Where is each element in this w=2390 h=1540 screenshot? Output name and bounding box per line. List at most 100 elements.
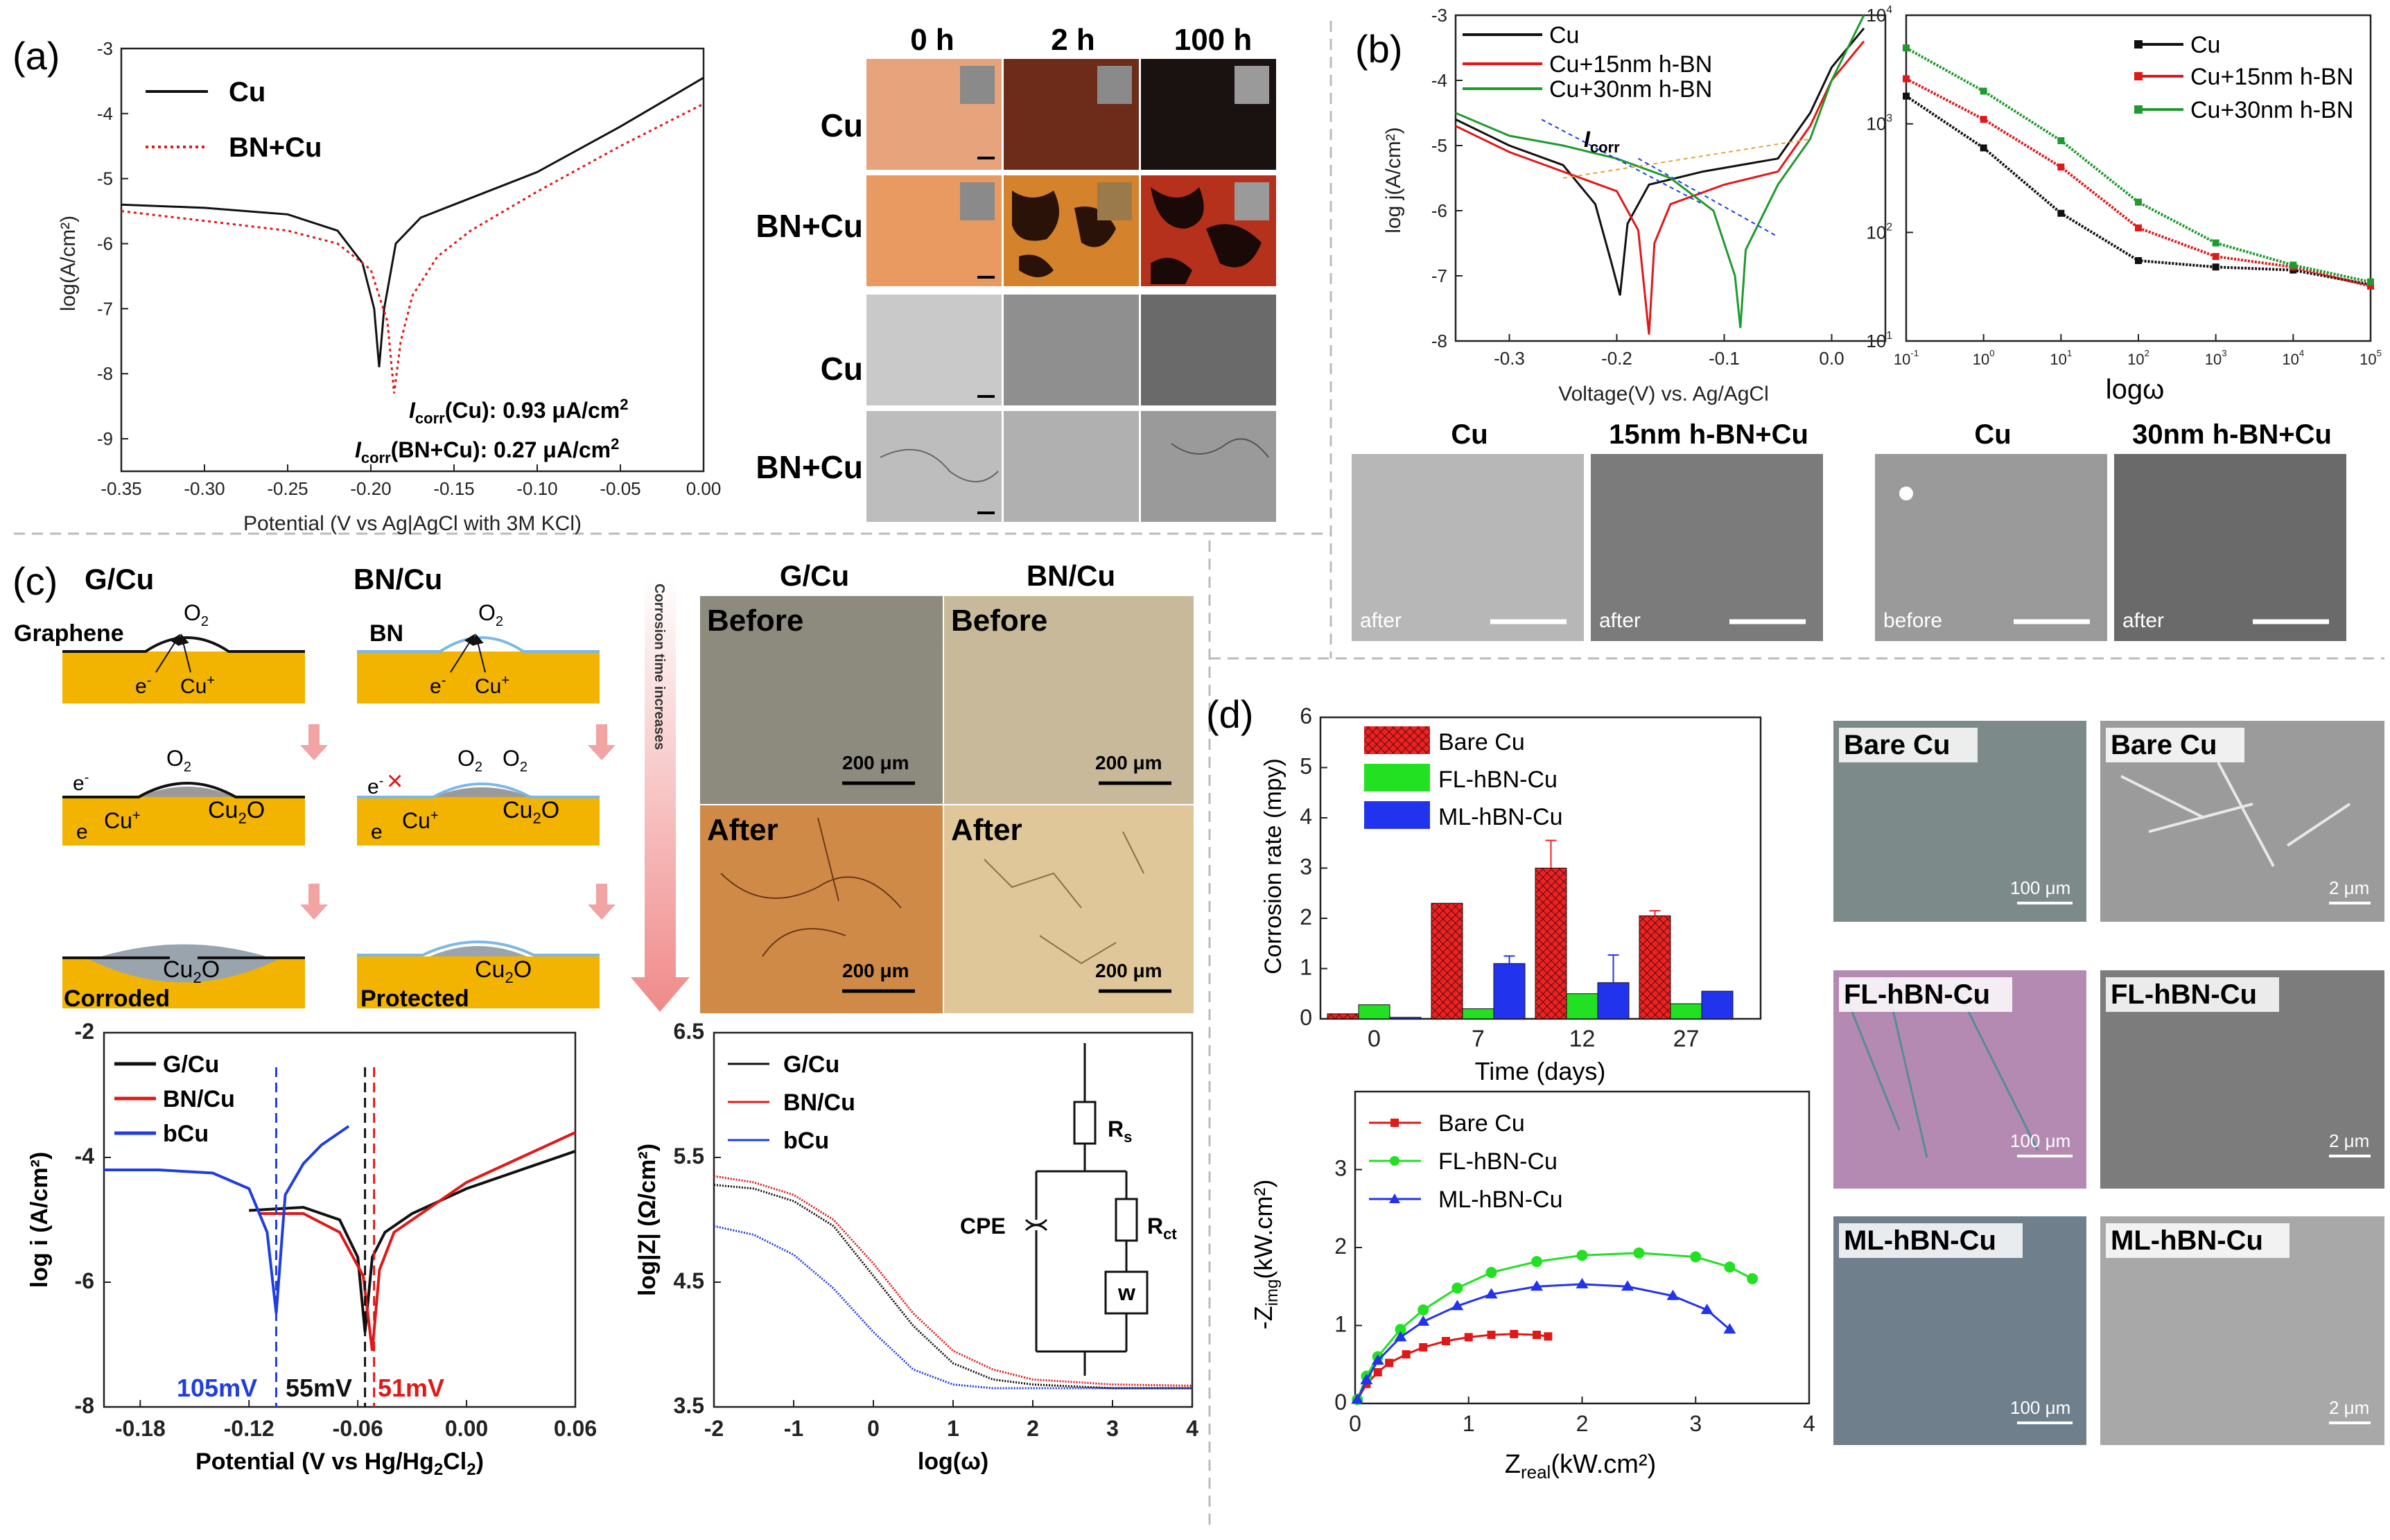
data-point <box>1903 44 1910 52</box>
x-tick-label: 105 <box>2360 348 2382 368</box>
o2-label: O2 <box>184 600 209 629</box>
x-tick-label: 0 <box>1368 1026 1381 1052</box>
panel-c-eis-plot <box>713 1175 1193 1390</box>
micrograph <box>700 596 943 804</box>
step-arrow <box>300 724 328 760</box>
inset-photo <box>960 66 995 104</box>
data-point <box>1690 1251 1702 1263</box>
scale-label: 2 μm <box>2329 1397 2369 1418</box>
x-tick-label: -0.18 <box>115 1416 166 1441</box>
data-point <box>1747 1273 1759 1284</box>
panel-d-bar-ticks: 0 1 2 3 4 5 6 <box>1300 703 1327 1030</box>
x-tick-label: 102 <box>2127 348 2149 368</box>
legend-label: ML-hBN-Cu <box>1438 1187 1562 1213</box>
y-tick-label: -9 <box>97 428 113 449</box>
series-line-Cu <box>1455 27 1865 296</box>
y-tick-label: 5 <box>1300 754 1312 779</box>
circuit-rct: Rct <box>1147 1214 1177 1243</box>
x-tick-label: 10-1 <box>1894 348 1919 368</box>
label-bg <box>2106 728 2244 762</box>
electron-label: e- <box>367 773 383 798</box>
corroded-label: Corroded <box>64 986 170 1012</box>
y-tick-label: 4 <box>1300 804 1312 829</box>
step-arrow <box>300 884 328 920</box>
x-tick-label: -0.20 <box>350 478 391 499</box>
bar-FL-hBN-Cu <box>1566 993 1598 1020</box>
x-tick-label: -0.10 <box>516 478 557 499</box>
x-tick-label: 0.0 <box>1819 348 1844 369</box>
electron-label: e <box>371 821 383 843</box>
data-point <box>2057 209 2065 217</box>
cu2o-label: Cu2O <box>163 956 220 986</box>
arrow <box>155 633 181 673</box>
cu2o-layer <box>90 944 277 983</box>
img-label: FL-hBN-Cu <box>2111 979 2257 1010</box>
panel-b-letter: (b) <box>1355 27 1402 71</box>
row-label-bncu-sem: BN+Cu <box>756 449 863 485</box>
x-tick-label: 101 <box>2050 348 2072 368</box>
data-point <box>1485 1267 1497 1278</box>
x-tick-label: -2 <box>704 1416 724 1441</box>
y-tick-label: -3 <box>1431 5 1447 26</box>
series-line-G/Cu <box>713 1184 1192 1390</box>
circuit-w: w <box>1117 1280 1135 1305</box>
data-point <box>1371 1354 1384 1365</box>
legend-label: BN/Cu <box>783 1090 855 1116</box>
legend-label: Cu <box>2190 32 2220 58</box>
data-point <box>1451 1282 1463 1294</box>
x-tick-label: 1 <box>947 1416 959 1441</box>
data-point <box>2289 261 2297 269</box>
data-point <box>1395 1324 1406 1336</box>
data-point <box>1700 1304 1713 1314</box>
legend-label: ML-hBN-Cu <box>1438 804 1562 830</box>
x-tick-label: -0.15 <box>433 478 474 499</box>
data-point <box>1530 1280 1543 1291</box>
x-tick-label: -0.12 <box>224 1416 274 1441</box>
legend-marker <box>1390 1119 1399 1127</box>
cu-ion-label: Cu+ <box>180 673 215 698</box>
scale-label: 200 μm <box>1095 960 1162 981</box>
electron-label: e- <box>430 673 446 698</box>
copper-substrate <box>357 797 600 846</box>
sem-image <box>1141 411 1276 522</box>
panel-b-ylabel: log j(A/cm²) <box>1382 127 1405 233</box>
legend-label: FL-hBN-Cu <box>1438 1148 1558 1175</box>
sem-image <box>1591 454 1823 641</box>
panel-d-bar-ylabel: Corrosion rate (mpy) <box>1260 758 1286 974</box>
y-tick-label: 1 <box>1300 955 1312 980</box>
panel-b-bode-yticks: 104 103 102 101 <box>1866 4 1913 351</box>
label-bg <box>1839 1223 2023 1258</box>
panel-d-letter: (d) <box>1206 692 1253 736</box>
data-point <box>2057 164 2065 171</box>
legend-marker <box>2134 40 2143 49</box>
sem-image <box>866 295 1002 405</box>
legend-label: Bare Cu <box>1438 1110 1525 1137</box>
scheme-title-g: G/Cu <box>85 563 154 595</box>
before-label: Before <box>951 604 1047 638</box>
cu2o-layer <box>430 946 527 956</box>
panel-a-axes <box>120 47 705 473</box>
y-tick-label: -8 <box>97 363 113 384</box>
o2-label: O2 <box>478 600 503 629</box>
data-point <box>2135 257 2142 265</box>
bar-FL-hBN-Cu <box>1462 1008 1494 1020</box>
x-tick-label: -0.35 <box>101 478 141 499</box>
data-point <box>1417 1315 1430 1326</box>
y-tick-label: 102 <box>1866 221 1892 243</box>
x-tick-label: -0.3 <box>1494 348 1525 369</box>
y-tick-label: -6 <box>97 234 113 254</box>
y-tick-label: -8 <box>75 1393 94 1418</box>
icorr-label-b: Icorr <box>1584 127 1620 156</box>
data-point <box>1351 1393 1364 1404</box>
panel-c-pol-xticks: -0.18 -0.12 -0.06 0.00 0.06 <box>115 1400 597 1441</box>
panel-a-letter: (a) <box>12 34 60 78</box>
y-tick-label: 0 <box>1300 1005 1312 1030</box>
data-point <box>2135 224 2142 231</box>
bn-label: BN <box>369 620 403 647</box>
inset-photo <box>1097 182 1132 220</box>
inset-photo <box>1235 182 1269 220</box>
cu-ion-label: Cu+ <box>104 808 141 833</box>
o2-label: O2 <box>166 746 191 775</box>
y-tick-label: 3 <box>1300 855 1312 880</box>
legend-label: bCu <box>783 1128 829 1154</box>
